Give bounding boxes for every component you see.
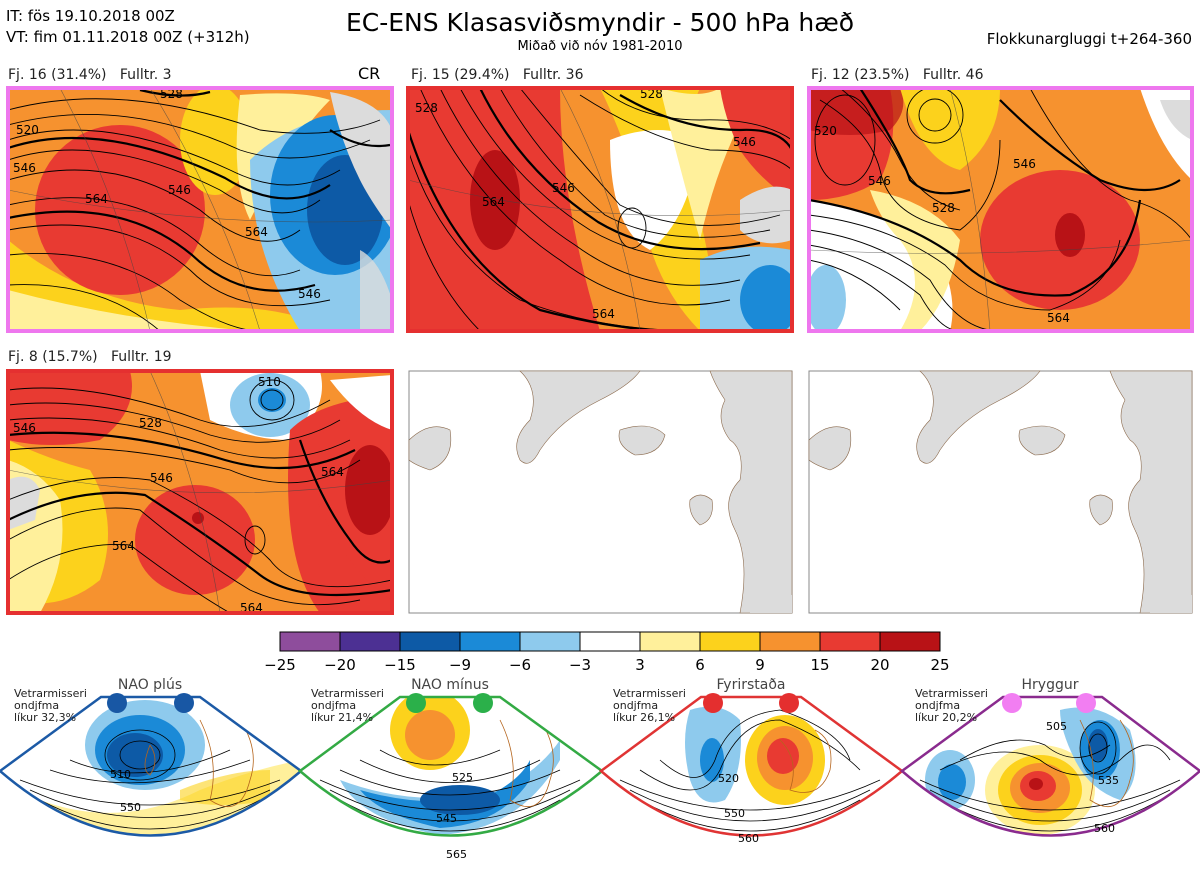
- colorbar-segment: [459, 631, 521, 652]
- colorbar-tick-label: 6: [695, 656, 705, 674]
- panel-4-map: [8, 371, 392, 613]
- colorbar-tick-label: 15: [810, 656, 829, 674]
- colorbar-segment: [579, 631, 641, 652]
- clim-2-contour-label: 545: [436, 812, 457, 825]
- panel-2-contour-label: 528: [640, 87, 663, 101]
- panel-1-contour-label: 546: [298, 287, 321, 301]
- clim-1-contour-label: 510: [110, 768, 131, 781]
- panel-3-frame: [807, 86, 1194, 333]
- panel-5-empty-map: [408, 370, 793, 614]
- clim-label-blocking: Vetrarmisseri ondjfma líkur 26,1%: [613, 687, 686, 724]
- colorbar-segment: [519, 631, 581, 652]
- clim-3-contour-label: 550: [724, 807, 745, 820]
- colorbar-segment: [699, 631, 761, 652]
- panel-3-contour-label: 546: [868, 174, 891, 188]
- blocking-dot: [703, 693, 723, 713]
- colorbar-tick-label: 20: [870, 656, 889, 674]
- panel-1-frame: [6, 86, 394, 333]
- header-info: IT: fös 19.10.2018 00Z VT: fim 01.11.201…: [6, 6, 250, 48]
- colorbar: −25 −20 −15 −9 −6 −3 3 6 9 15 20 25: [264, 631, 950, 674]
- page-subtitle: Miðað við nóv 1981-2010: [517, 39, 683, 54]
- panel-3-contour-label: 528: [932, 201, 955, 215]
- panel-2-frame: [406, 86, 794, 333]
- clim-4-contour-label: 535: [1098, 774, 1119, 787]
- colorbar-tick-label: 9: [755, 656, 765, 674]
- panel-6-empty-map: [808, 370, 1193, 614]
- colorbar-segment: [819, 631, 881, 652]
- panel-1-contour-label: 546: [13, 161, 36, 175]
- panel-1-contour-label: 564: [245, 225, 268, 239]
- nao-minus-dot: [473, 693, 493, 713]
- panel-1-contour-label: 564: [85, 192, 108, 206]
- colorbar-segment: [639, 631, 701, 652]
- panel-1-contour-label: 546: [168, 183, 191, 197]
- panel-3-contour-label: 546: [1013, 157, 1036, 171]
- colorbar-tick-label: −25: [264, 656, 296, 674]
- panel-4-contour-label: 510: [258, 375, 281, 389]
- clim-3-contour-label: 560: [738, 832, 759, 845]
- panel-4-contour-label: 564: [321, 465, 344, 479]
- initial-time: IT: fös 19.10.2018 00Z: [6, 7, 175, 25]
- colorbar-tick-label: 3: [635, 656, 645, 674]
- colorbar-tick-label: −15: [384, 656, 416, 674]
- panel-4-contour-label: 528: [139, 416, 162, 430]
- panel-2-map: [408, 88, 792, 331]
- clim-title-blocking: Fyrirstaða: [716, 677, 786, 693]
- clim-label-nao-minus: Vetrarmisseri ondjfma líkur 21,4%: [311, 687, 384, 724]
- clim-4-contour-label: 505: [1046, 720, 1067, 733]
- nao-plus-dot: [107, 693, 127, 713]
- clim-2-contour-label: 525: [452, 771, 473, 784]
- blocking-dot: [779, 693, 799, 713]
- panel-2-label: Fj. 15 (29.4%) Fulltr. 36: [411, 67, 584, 83]
- panel-4-contour-label: 564: [112, 539, 135, 553]
- colorbar-segment: [879, 631, 941, 652]
- panel-2-contour-label: 564: [592, 307, 615, 321]
- panel-3-map: [809, 88, 1192, 331]
- colorbar-segment: [339, 631, 401, 652]
- ridge-dot: [1002, 693, 1022, 713]
- clim-2-contour-label: 565: [446, 848, 467, 861]
- ridge-dot: [1076, 693, 1096, 713]
- colorbar-segment: [759, 631, 821, 652]
- nao-minus-dot: [406, 693, 426, 713]
- panel-3-contour-label: 520: [814, 124, 837, 138]
- colorbar-tick-label: 25: [930, 656, 949, 674]
- panel-1-map: [8, 88, 392, 331]
- panel-4-label: Fj. 8 (15.7%) Fulltr. 19: [8, 349, 172, 365]
- clim-label-nao-plus: Vetrarmisseri ondjfma líkur 32,3%: [14, 687, 87, 724]
- panel-2-contour-label: 528: [415, 101, 438, 115]
- clim-3-contour-label: 520: [718, 772, 739, 785]
- panel-2-contour-label: 546: [733, 135, 756, 149]
- panel-4-contour-label: 546: [13, 421, 36, 435]
- panel-3-contour-label: 564: [1047, 311, 1070, 325]
- colorbar-tick-label: −6: [509, 656, 531, 674]
- panel-1-cr-label: CR: [358, 64, 381, 83]
- window-label: Flokkunargluggi t+264-360: [986, 30, 1192, 48]
- clim-title-nao-minus: NAO mínus: [411, 677, 489, 693]
- clim-1-contour-label: 550: [120, 801, 141, 814]
- colorbar-segment: [279, 631, 341, 652]
- colorbar-tick-label: −9: [449, 656, 471, 674]
- panel-1-contour-label: 520: [16, 123, 39, 137]
- valid-time: VT: fim 01.11.2018 00Z (+312h): [6, 28, 250, 46]
- colorbar-segment: [399, 631, 461, 652]
- panel-2-contour-label: 564: [482, 195, 505, 209]
- clim-title-nao-plus: NAO plús: [117, 677, 183, 693]
- panel-3-label: Fj. 12 (23.5%) Fulltr. 46: [811, 67, 984, 83]
- panel-1-contour-label: 528: [160, 87, 183, 101]
- clim-label-ridge: Vetrarmisseri ondjfma líkur 20,2%: [915, 687, 988, 724]
- colorbar-tick-label: −20: [324, 656, 356, 674]
- colorbar-tick-label: −3: [569, 656, 591, 674]
- panel-2-contour-label: 546: [552, 181, 575, 195]
- nao-plus-dot: [174, 693, 194, 713]
- clim-title-ridge: Hryggur: [1021, 677, 1079, 693]
- page-title: EC-ENS Klasasviðsmyndir - 500 hPa hæð: [345, 8, 855, 37]
- panel-1-label: Fj. 16 (31.4%) Fulltr. 3: [8, 67, 172, 83]
- clim-4-contour-label: 560: [1094, 822, 1115, 835]
- panel-4-frame: [6, 369, 394, 615]
- panel-4-contour-label: 546: [150, 471, 173, 485]
